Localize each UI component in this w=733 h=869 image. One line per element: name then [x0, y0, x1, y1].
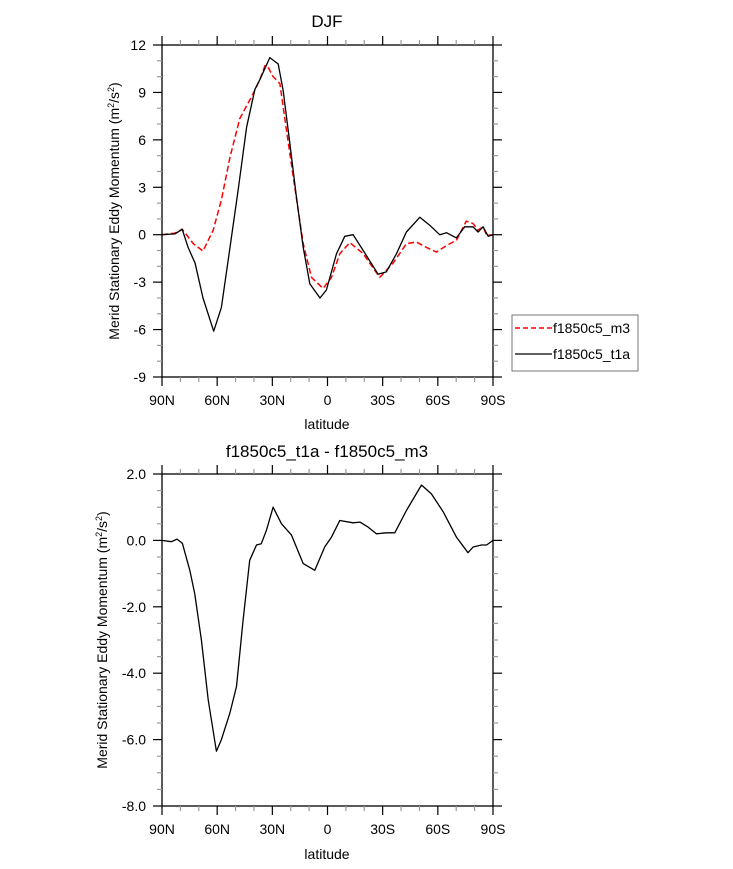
- y-tick-label: 0.0: [127, 532, 147, 548]
- y-tick-label: -2.0: [122, 599, 146, 615]
- x-tick-label: 60N: [204, 821, 230, 837]
- series-line-f1850c5_m3: [161, 64, 494, 290]
- legend: f1850c5_m3 f1850c5_t1a: [511, 314, 639, 372]
- y-tick-label: 6: [138, 132, 146, 148]
- chart-title: f1850c5_t1a - f1850c5_m3: [226, 442, 428, 461]
- difference-panel: f1850c5_t1a - f1850c5_m3 latitude Merid …: [94, 442, 505, 862]
- x-tick-label: 30S: [370, 821, 395, 837]
- x-tick-label: 60N: [204, 392, 230, 408]
- y-tick-label: 12: [130, 37, 146, 53]
- x-tick-label: 0: [324, 821, 332, 837]
- y-tick-label: -6.0: [122, 732, 146, 748]
- x-tick-label: 60S: [425, 821, 450, 837]
- x-tick-label: 90S: [481, 821, 506, 837]
- x-tick-label: 90N: [149, 821, 175, 837]
- y-axis-title: Merid Stationary Eddy Momentum (m2/s2): [94, 511, 110, 768]
- x-axis-title: latitude: [304, 846, 349, 862]
- x-tick-label: 90N: [149, 392, 175, 408]
- plot-frame: [161, 44, 494, 378]
- y-axis-title: Merid Stationary Eddy Momentum (m2/s2): [106, 82, 122, 339]
- x-axis-title: latitude: [304, 416, 349, 432]
- x-tick-label: 0: [324, 392, 332, 408]
- y-tick-label: -9: [134, 369, 147, 385]
- legend-label-t1a: f1850c5_t1a: [553, 346, 630, 362]
- x-tick-label: 30N: [259, 392, 285, 408]
- y-tick-label: 3: [138, 179, 146, 195]
- series-line-difference: [161, 484, 494, 752]
- djf-panel: DJF latitude Merid Stationary Eddy Momen…: [106, 12, 639, 432]
- x-tick-label: 30S: [370, 392, 395, 408]
- y-tick-label: 2.0: [127, 466, 147, 482]
- y-tick-label: -6: [134, 322, 147, 338]
- y-tick-label: -8.0: [122, 798, 146, 814]
- y-tick-label: 0: [138, 227, 146, 243]
- x-tick-label: 30N: [259, 821, 285, 837]
- series-line-f1850c5_t1a: [161, 56, 494, 332]
- x-tick-label: 60S: [425, 392, 450, 408]
- y-tick-label: 9: [138, 84, 146, 100]
- legend-label-m3: f1850c5_m3: [553, 320, 630, 336]
- legend-box: [511, 314, 639, 372]
- chart-title: DJF: [311, 12, 342, 31]
- x-tick-label: 90S: [481, 392, 506, 408]
- y-tick-label: -3: [134, 274, 147, 290]
- y-tick-label: -4.0: [122, 665, 146, 681]
- plot-frame: [161, 473, 494, 807]
